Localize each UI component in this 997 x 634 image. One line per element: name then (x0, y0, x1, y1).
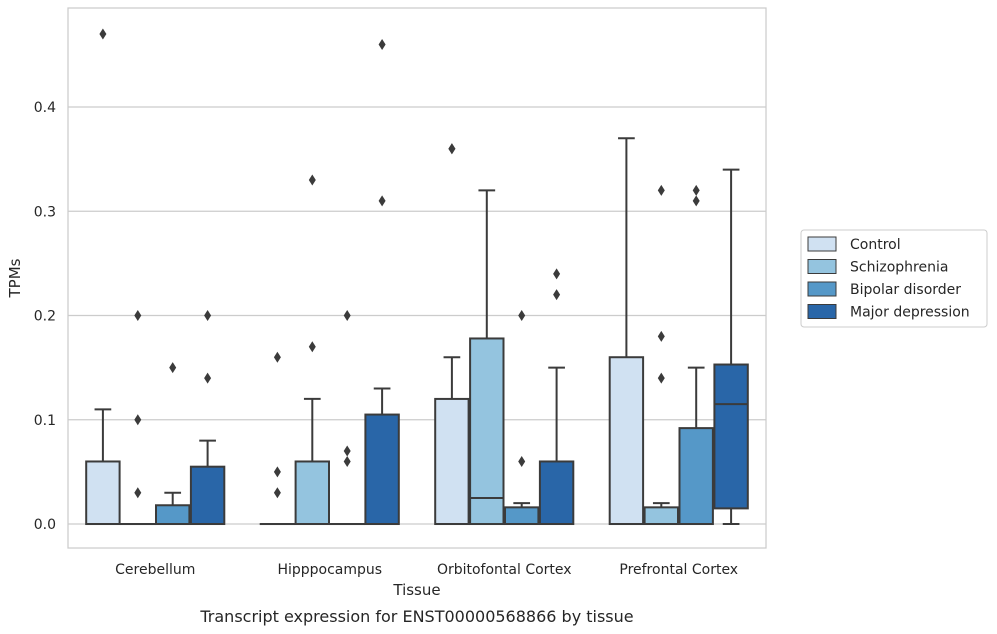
box-control-1 (259, 351, 296, 526)
plot-area-frame (67, 7, 767, 549)
x-tick-label-1: Hipppocampus (277, 562, 382, 578)
outlier-point-1 (204, 310, 212, 322)
legend-label-2: Bipolar disorder (850, 282, 961, 298)
outlier-point-2 (657, 184, 665, 196)
x-tick-label-3: Prefrontal Cortex (619, 562, 738, 578)
box-major-depression-3 (713, 168, 749, 526)
x-tick-label-0: Cerebellum (115, 562, 195, 578)
box-major-depression-1 (364, 38, 400, 526)
box-schizophrenia-1 (294, 174, 331, 526)
box-schizophrenia-0 (120, 310, 156, 526)
x-tick-label-2: Orbitofontal Cortex (437, 562, 572, 578)
box-body (713, 363, 749, 510)
legend-swatch-0 (807, 236, 837, 252)
y-tick-label-2: 0.2 (34, 309, 56, 325)
box-schizophrenia-2 (469, 189, 505, 526)
box-bipolar-disorder-3 (678, 184, 714, 526)
outlier-point-1 (448, 143, 456, 155)
outlier-point-1 (692, 184, 700, 196)
x-axis-ticks: Cerebellum Hipppocampus Orbitofontal Corte… (115, 562, 738, 578)
legend-swatch-3 (807, 304, 837, 319)
box-body (504, 506, 540, 526)
x-axis-label: Tissue (392, 581, 440, 599)
outlier-point-0 (134, 487, 142, 499)
box-body (294, 460, 331, 526)
outlier-point-0 (553, 289, 561, 301)
outlier-point-0 (169, 362, 177, 374)
outlier-point-0 (378, 195, 386, 207)
box-major-depression-0 (189, 310, 226, 526)
box-bipolar-disorder-2 (504, 310, 540, 526)
outlier-point-1 (518, 310, 526, 322)
box-body (678, 427, 714, 526)
outlier-point-0 (204, 372, 212, 384)
outlier-point-1 (378, 38, 386, 50)
y-axis-label: TPMs (6, 258, 24, 298)
outlier-point-2 (343, 310, 351, 322)
box-body (469, 337, 505, 526)
box-bipolar-disorder-1 (329, 310, 365, 526)
legend-swatch-1 (807, 259, 837, 274)
box-body (538, 460, 575, 526)
outlier-point-2 (273, 351, 281, 363)
legend: Control Schizophrenia Bipolar disorder Majo… (800, 229, 988, 328)
outlier-point-0 (273, 487, 281, 499)
box-bipolar-disorder-0 (155, 362, 191, 526)
y-tick-label-0: 0.0 (34, 517, 56, 533)
outlier-point-0 (657, 372, 665, 384)
legend-label-0: Control (850, 237, 901, 253)
box-series (85, 28, 749, 526)
box-control-0 (85, 28, 121, 526)
outlier-point-0 (308, 341, 316, 353)
grid-lines (68, 106, 766, 525)
outlier-point-0 (343, 455, 351, 467)
legend-label-3: Major depression (850, 305, 970, 321)
outlier-point-1 (553, 268, 561, 280)
outlier-point-1 (343, 445, 351, 457)
box-body (364, 413, 400, 526)
y-tick-label-3: 0.3 (34, 204, 56, 220)
legend-swatch-2 (807, 281, 837, 297)
box-body (85, 460, 121, 526)
outlier-point-0 (518, 455, 526, 467)
outlier-point-1 (273, 466, 281, 478)
y-tick-label-4: 0.4 (34, 100, 56, 116)
box-control-2 (434, 143, 470, 526)
box-major-depression-2 (538, 268, 575, 526)
box-control-3 (608, 137, 645, 526)
outlier-point-2 (134, 310, 142, 322)
box-body (155, 504, 191, 526)
box-body (608, 356, 645, 526)
outlier-point-0 (99, 28, 107, 40)
legend-frame (800, 229, 988, 328)
outlier-point-1 (308, 174, 316, 186)
box-schizophrenia-3 (643, 184, 679, 526)
outlier-point-1 (657, 330, 665, 342)
y-tick-label-1: 0.1 (34, 413, 56, 429)
outlier-point-0 (692, 195, 700, 207)
box-body (189, 465, 226, 526)
legend-label-1: Schizophrenia (850, 260, 948, 276)
box-body (643, 506, 679, 526)
box-body (434, 397, 470, 526)
outlier-point-1 (134, 414, 142, 426)
y-axis-ticks: 0.0 0.1 0.2 0.3 0.4 (34, 100, 56, 533)
chart-caption: Transcript expression for ENST0000056886… (199, 607, 633, 626)
